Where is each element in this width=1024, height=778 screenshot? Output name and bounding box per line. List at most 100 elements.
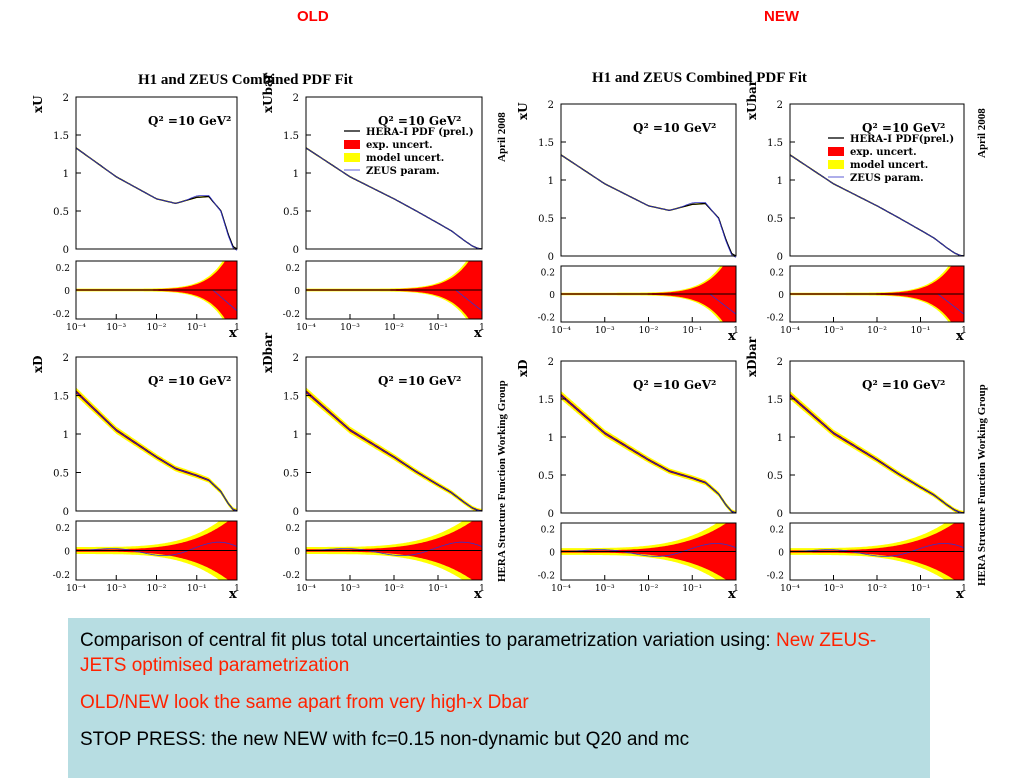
ytick-label-f1-p2-2: 1 <box>548 433 554 444</box>
ytick-label-f0-p3-2: 1 <box>293 430 299 441</box>
caption-box: Comparison of central fit plus total unc… <box>68 618 930 778</box>
ratio-ytick-label-f0-p2-0: -0.2 <box>53 571 70 581</box>
central-line-f0-p3 <box>305 391 483 512</box>
ytick-label-f0-p0-4: 2 <box>63 93 69 104</box>
ratio-ytick-label-f0-p3-0: -0.2 <box>283 571 300 581</box>
ytick-label-f1-p2-4: 2 <box>548 357 554 368</box>
q2-label-f0-p0: Q² =10 GeV² <box>148 114 231 128</box>
xtick-label-f1-p1-3: 10⁻¹ <box>911 326 931 336</box>
xtick-label-f0-p1-2: 10⁻² <box>384 323 404 333</box>
ylabel-f0-p0: xU <box>31 95 45 113</box>
ratio-ytick-label-f0-p3-1: 0 <box>294 548 300 558</box>
xtick-label-f0-p2-2: 10⁻² <box>147 584 167 594</box>
xtick-label-f0-p1-4: 1 <box>479 323 485 333</box>
ytick-label-f0-p3-0: 0 <box>293 507 299 518</box>
ytick-label-f0-p1-4: 2 <box>293 93 299 104</box>
model-band-f1-p0 <box>561 153 736 256</box>
xtick-label-f1-p0-4: 1 <box>733 326 739 336</box>
ratio-ytick-label-f1-p1-0: -0.2 <box>767 313 784 323</box>
zeus-line-f0-p0 <box>75 147 238 251</box>
ytick-label-f1-p3-0: 0 <box>777 509 783 520</box>
ratio-ytick-label-f1-p2-1: 0 <box>549 549 555 559</box>
ratio-ytick-label-f0-p1-0: -0.2 <box>283 310 300 320</box>
ytick-label-f1-p0-4: 2 <box>548 100 554 111</box>
ylabel-f0-p1: xUbar <box>261 72 275 113</box>
ytick-label-f0-p2-4: 2 <box>63 353 69 364</box>
ylabel-f1-p0: xU <box>516 102 530 120</box>
q2-label-f1-p3: Q² =10 GeV² <box>862 378 945 392</box>
ylabel-f0-p2: xD <box>31 355 45 373</box>
xtick-label-f1-p3-0: 10⁻⁴ <box>780 584 800 594</box>
xtick-label-f0-p0-0: 10⁻⁴ <box>66 323 86 333</box>
ylabel-f1-p1: xUbar <box>745 79 759 120</box>
ratio-ytick-label-f1-p3-1: 0 <box>778 549 784 559</box>
ytick-label-f1-p3-2: 1 <box>777 433 783 444</box>
xtick-label-f0-p0-2: 10⁻² <box>147 323 167 333</box>
ytick-label-f1-p0-0: 0 <box>548 252 554 263</box>
ytick-label-f1-p2-0: 0 <box>548 509 554 520</box>
ytick-label-f1-p1-1: 0.5 <box>767 214 783 225</box>
zeus-line-f0-p3 <box>305 391 483 512</box>
xlabel-f0-p1: x <box>474 326 482 341</box>
ytick-label-f1-p2-3: 1.5 <box>538 395 554 406</box>
xlabel-f0-p2: x <box>229 587 237 602</box>
ytick-label-f1-p0-1: 0.5 <box>538 214 554 225</box>
xlabel-f1-p1: x <box>956 329 964 344</box>
xtick-label-f1-p1-2: 10⁻² <box>867 326 887 336</box>
ytick-label-f1-p1-3: 1.5 <box>767 138 783 149</box>
xtick-label-f1-p0-1: 10⁻³ <box>595 326 615 336</box>
central-line-f0-p2 <box>75 391 238 512</box>
exp-band-f1-p2 <box>561 393 736 513</box>
xtick-label-f1-p2-4: 1 <box>733 584 739 594</box>
xlabel-f0-p0: x <box>229 326 237 341</box>
ytick-label-f0-p0-1: 0.5 <box>53 207 69 218</box>
ytick-label-f0-p0-2: 1 <box>63 169 69 180</box>
ytick-label-f1-p3-1: 0.5 <box>767 471 783 482</box>
caption-line-3: STOP PRESS: the new NEW with fc=0.15 non… <box>80 729 690 750</box>
xtick-label-f0-p0-3: 10⁻¹ <box>187 323 207 333</box>
ratio-zeus-line-f1-p2 <box>561 543 737 557</box>
xtick-label-f1-p0-3: 10⁻¹ <box>682 326 702 336</box>
caption-line-2: OLD/NEW look the same apart from very hi… <box>80 692 529 713</box>
xlabel-f1-p0: x <box>728 329 736 344</box>
q2-label-f0-p1: Q² =10 GeV² <box>378 114 461 128</box>
xlabel-f0-p3: x <box>474 587 482 602</box>
ytick-label-f1-p1-0: 0 <box>777 252 783 263</box>
exp-band-f0-p3 <box>306 390 482 511</box>
ytick-label-f0-p2-1: 0.5 <box>53 469 69 480</box>
ytick-label-f1-p3-3: 1.5 <box>767 395 783 406</box>
ytick-label-f1-p1-2: 1 <box>777 176 783 187</box>
q2-label-f1-p1: Q² =10 GeV² <box>862 121 945 135</box>
xtick-label-f0-p1-1: 10⁻³ <box>340 323 360 333</box>
legend-label-f1-p1-2: model uncert. <box>850 160 928 171</box>
ytick-label-f1-p1-4: 2 <box>777 100 783 111</box>
legend-swatch-f0-p1-2 <box>344 153 360 162</box>
legend-label-f1-p1-3: ZEUS param. <box>850 173 924 184</box>
legend-label-f0-p1-3: ZEUS param. <box>366 166 440 177</box>
ratio-ytick-label-f1-p1-2: 0.2 <box>770 269 784 279</box>
ytick-label-f0-p2-3: 1.5 <box>53 392 69 403</box>
legend-swatch-f1-p1-1 <box>828 147 844 156</box>
xtick-label-f0-p0-4: 1 <box>234 323 240 333</box>
ylabel-f1-p2: xD <box>516 359 530 377</box>
ratio-ytick-label-f1-p0-2: 0.2 <box>541 269 555 279</box>
zeus-line-f1-p1 <box>789 154 965 257</box>
zeus-line-f1-p2 <box>560 394 737 514</box>
ytick-label-f0-p3-1: 0.5 <box>283 469 299 480</box>
model-band-f0-p0 <box>76 146 237 249</box>
model-band-f1-p3 <box>790 391 964 513</box>
ytick-label-f1-p0-2: 1 <box>548 176 554 187</box>
legend-label-f0-p1-0: HERA-I PDF (prel.) <box>366 127 474 138</box>
exp-band-f1-p3 <box>790 393 964 513</box>
xtick-label-f0-p3-3: 10⁻¹ <box>428 584 448 594</box>
zeus-line-f1-p3 <box>789 394 965 514</box>
model-band-f0-p2 <box>76 387 237 511</box>
ylabel-f1-p3: xDbar <box>745 336 759 377</box>
caption-highlight: New ZEUS-JETS optimised parametrization <box>80 630 877 676</box>
new-header: NEW <box>764 8 799 25</box>
zeus-line-f0-p2 <box>75 391 238 512</box>
ratio-ytick-label-f0-p1-2: 0.2 <box>286 264 300 274</box>
ytick-label-f1-p0-3: 1.5 <box>538 138 554 149</box>
legend-label-f1-p1-1: exp. uncert. <box>850 147 917 158</box>
